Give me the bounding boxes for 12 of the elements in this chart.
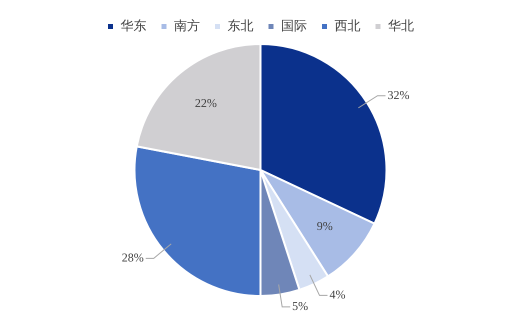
data-label: 9% <box>316 218 333 233</box>
legend-label: 华北 <box>388 18 414 33</box>
data-label: 4% <box>330 288 346 302</box>
legend-label: 国际 <box>281 18 307 33</box>
legend-label: 西北 <box>334 18 360 33</box>
legend-label: 南方 <box>174 18 200 33</box>
legend-label: 华东 <box>120 18 146 33</box>
legend-label: 东北 <box>228 18 254 33</box>
data-label: 5% <box>292 299 308 314</box>
data-label: 32% <box>388 88 410 102</box>
data-label: 28% <box>122 250 144 265</box>
data-label: 22% <box>194 96 217 110</box>
